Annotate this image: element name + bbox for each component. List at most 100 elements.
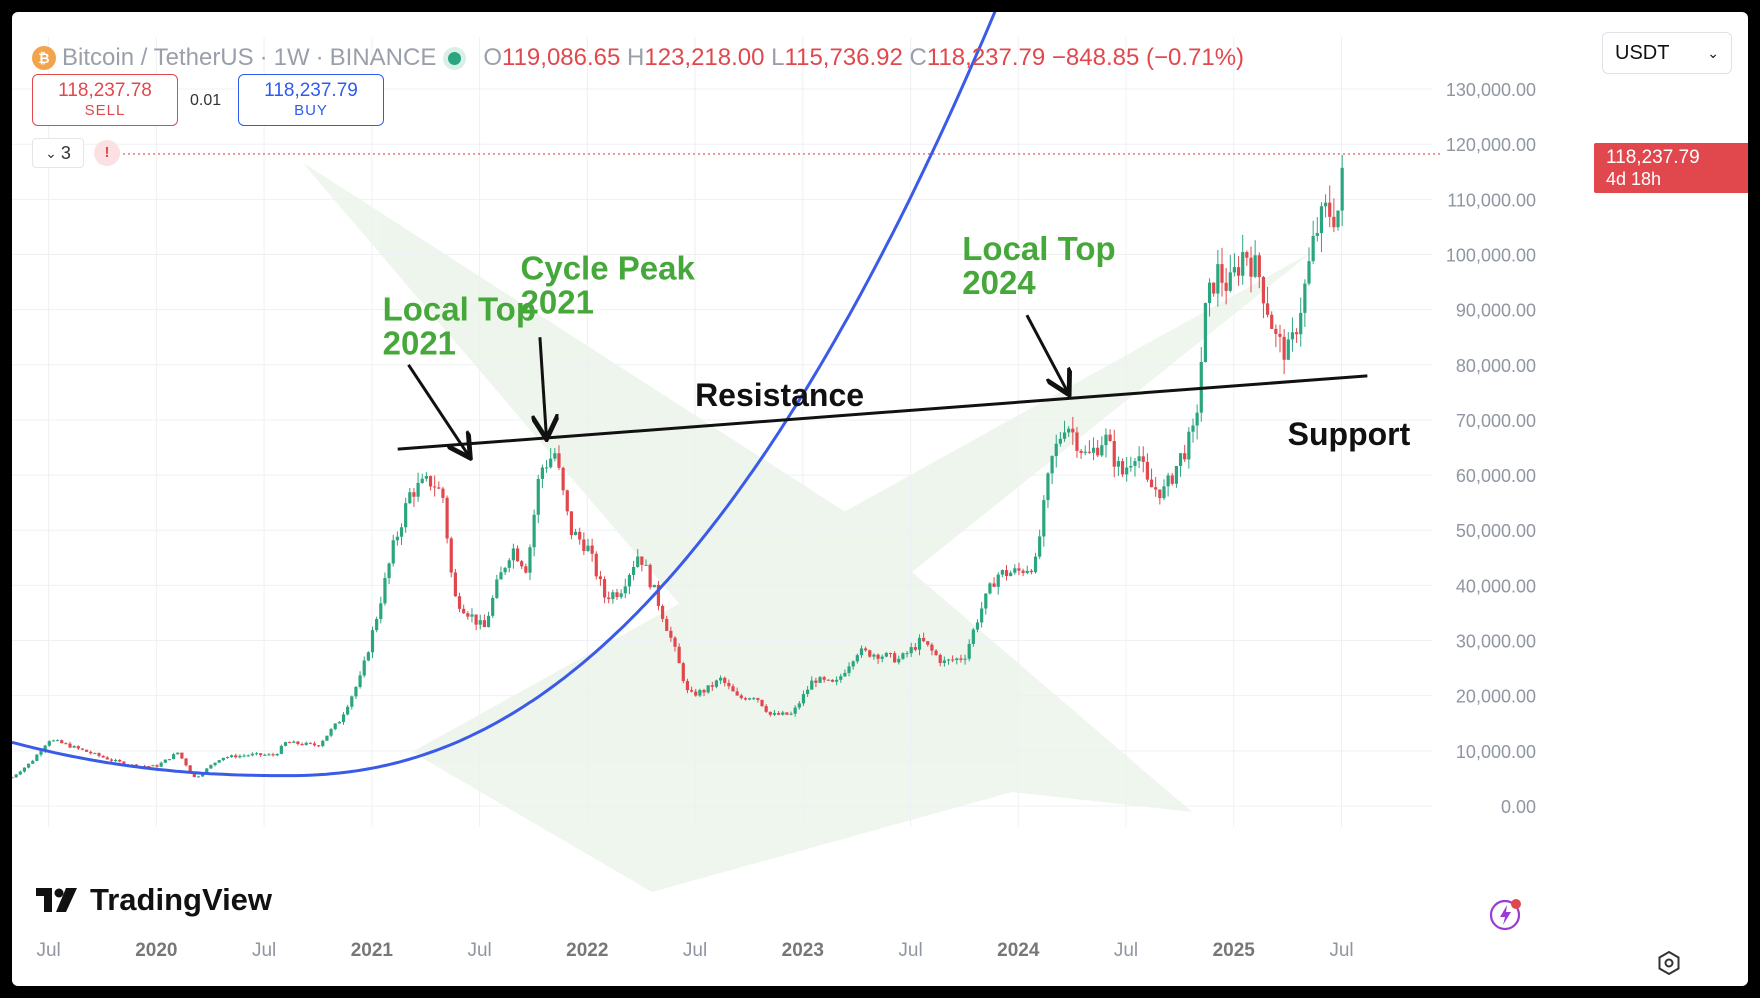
candle-body xyxy=(449,538,453,573)
symbol-name[interactable]: Bitcoin / TetherUS xyxy=(62,44,254,71)
tradingview-logo-icon xyxy=(36,888,77,912)
settings-icon[interactable] xyxy=(1656,950,1682,976)
candle-body xyxy=(594,553,598,577)
candle-body xyxy=(184,758,188,766)
candle-body xyxy=(209,765,213,769)
alert-icon[interactable]: ! xyxy=(94,140,120,166)
candle-body xyxy=(946,659,951,661)
candle-body xyxy=(1228,272,1232,291)
candle-body xyxy=(1212,282,1216,294)
candle-body xyxy=(1042,500,1046,537)
candle-body xyxy=(1075,432,1079,451)
candle-body xyxy=(408,492,412,504)
candle-body xyxy=(76,746,80,749)
symbol-header[interactable]: ₿ Bitcoin / TetherUS · 1W · BINANCE O119… xyxy=(32,44,1244,72)
flash-icon[interactable] xyxy=(1488,896,1524,932)
candle-body xyxy=(271,754,275,756)
last-price-tag: 118,237.79 4d 18h xyxy=(1594,143,1748,193)
candle-body xyxy=(68,743,72,748)
candle-body xyxy=(1261,277,1266,304)
price-chart[interactable]: 0.00 10,000.00 20,000.00 30,000.00 40,000.00… xyxy=(12,12,1748,986)
market-status-icon xyxy=(448,51,462,65)
candle-body xyxy=(205,768,209,774)
candle-body xyxy=(806,689,810,695)
candle-body xyxy=(333,723,337,730)
candle-body xyxy=(1133,461,1137,466)
candle-body xyxy=(810,680,814,690)
candle-body xyxy=(569,511,574,536)
sell-button[interactable]: 118,237.78 SELL xyxy=(32,74,178,126)
candle-body xyxy=(254,753,259,755)
candle-body xyxy=(1311,235,1315,262)
price-tick-label: 110,000.00 xyxy=(1447,190,1536,210)
candle-body xyxy=(416,482,420,497)
candle-body xyxy=(835,679,839,682)
buy-button[interactable]: 118,237.79 BUY xyxy=(238,74,384,126)
candle-body xyxy=(155,765,159,767)
candle-body xyxy=(922,637,926,642)
candle-body xyxy=(781,712,785,715)
candle-body xyxy=(1108,434,1112,441)
candle-body xyxy=(1270,314,1274,329)
candle-body xyxy=(325,735,329,741)
candle-body xyxy=(105,757,109,760)
spread-value: 0.01 xyxy=(190,92,222,109)
price-axis[interactable]: 0.00 10,000.00 20,000.00 30,000.00 40,000.00… xyxy=(1446,80,1536,817)
candle-body xyxy=(51,740,56,742)
candle-body xyxy=(876,654,880,659)
candle-body xyxy=(47,741,51,746)
candle-body xyxy=(540,467,545,479)
candle-body xyxy=(938,655,942,664)
candle-body xyxy=(772,713,777,715)
candle-body xyxy=(1241,252,1245,276)
candle-body xyxy=(710,685,714,687)
candle-body xyxy=(151,765,155,767)
price-tick-label: 20,000.00 xyxy=(1456,687,1536,707)
candle-body xyxy=(656,584,661,606)
ohlc-values: O119,086.65 H123,218.00 L115,736.92 C118… xyxy=(483,44,1244,72)
candle-body xyxy=(97,753,101,756)
candle-body xyxy=(598,576,603,580)
tradingview-logo[interactable]: TradingView xyxy=(36,882,272,918)
time-tick-label: 2025 xyxy=(1213,940,1256,961)
indicator-count: 3 xyxy=(60,142,71,163)
candle-body xyxy=(1021,570,1025,574)
candle-body xyxy=(1323,202,1328,207)
candle-body xyxy=(880,656,884,659)
candle-body xyxy=(814,680,818,683)
candle-body xyxy=(673,637,677,647)
candle-body xyxy=(72,746,76,748)
candle-body xyxy=(830,679,835,682)
candle-body xyxy=(188,765,192,772)
open-label: O xyxy=(483,44,503,71)
price-tick-label: 10,000.00 xyxy=(1456,742,1536,762)
currency-select[interactable]: USDT ⌄ xyxy=(1602,32,1732,74)
candle-body xyxy=(988,583,992,594)
candle-body xyxy=(1141,456,1145,462)
candle-body xyxy=(1203,303,1208,362)
logo-text: TradingView xyxy=(90,882,273,917)
indicators-toggle[interactable]: ⌄ 3 xyxy=(32,138,84,168)
candle-body xyxy=(917,637,922,650)
candle-body xyxy=(1058,438,1062,444)
candle-body xyxy=(1046,473,1050,501)
candle-body xyxy=(346,706,350,715)
candle-body xyxy=(764,706,768,712)
candle-body xyxy=(511,548,516,561)
candle-body xyxy=(1083,451,1087,453)
candle-body xyxy=(1154,487,1158,490)
time-axis[interactable]: Jul 2020 Jul 2021 Jul 2022 Jul 2023 Jul 2024 Jul 20… xyxy=(36,940,1353,961)
candle-body xyxy=(586,545,590,552)
candle-body xyxy=(80,748,85,750)
candle-body xyxy=(1000,570,1004,575)
high-label: H xyxy=(627,44,645,71)
candle-body xyxy=(984,593,988,609)
candle-body xyxy=(681,663,685,682)
close-value: 118,237.79 xyxy=(926,44,1046,71)
exchange-label[interactable]: BINANCE xyxy=(329,44,437,71)
interval-label[interactable]: 1W xyxy=(273,44,310,71)
candle-body xyxy=(1091,447,1096,453)
change-value: −848.85 (−0.71%) xyxy=(1051,44,1245,71)
candle-body xyxy=(648,564,652,588)
candle-body xyxy=(84,749,89,752)
